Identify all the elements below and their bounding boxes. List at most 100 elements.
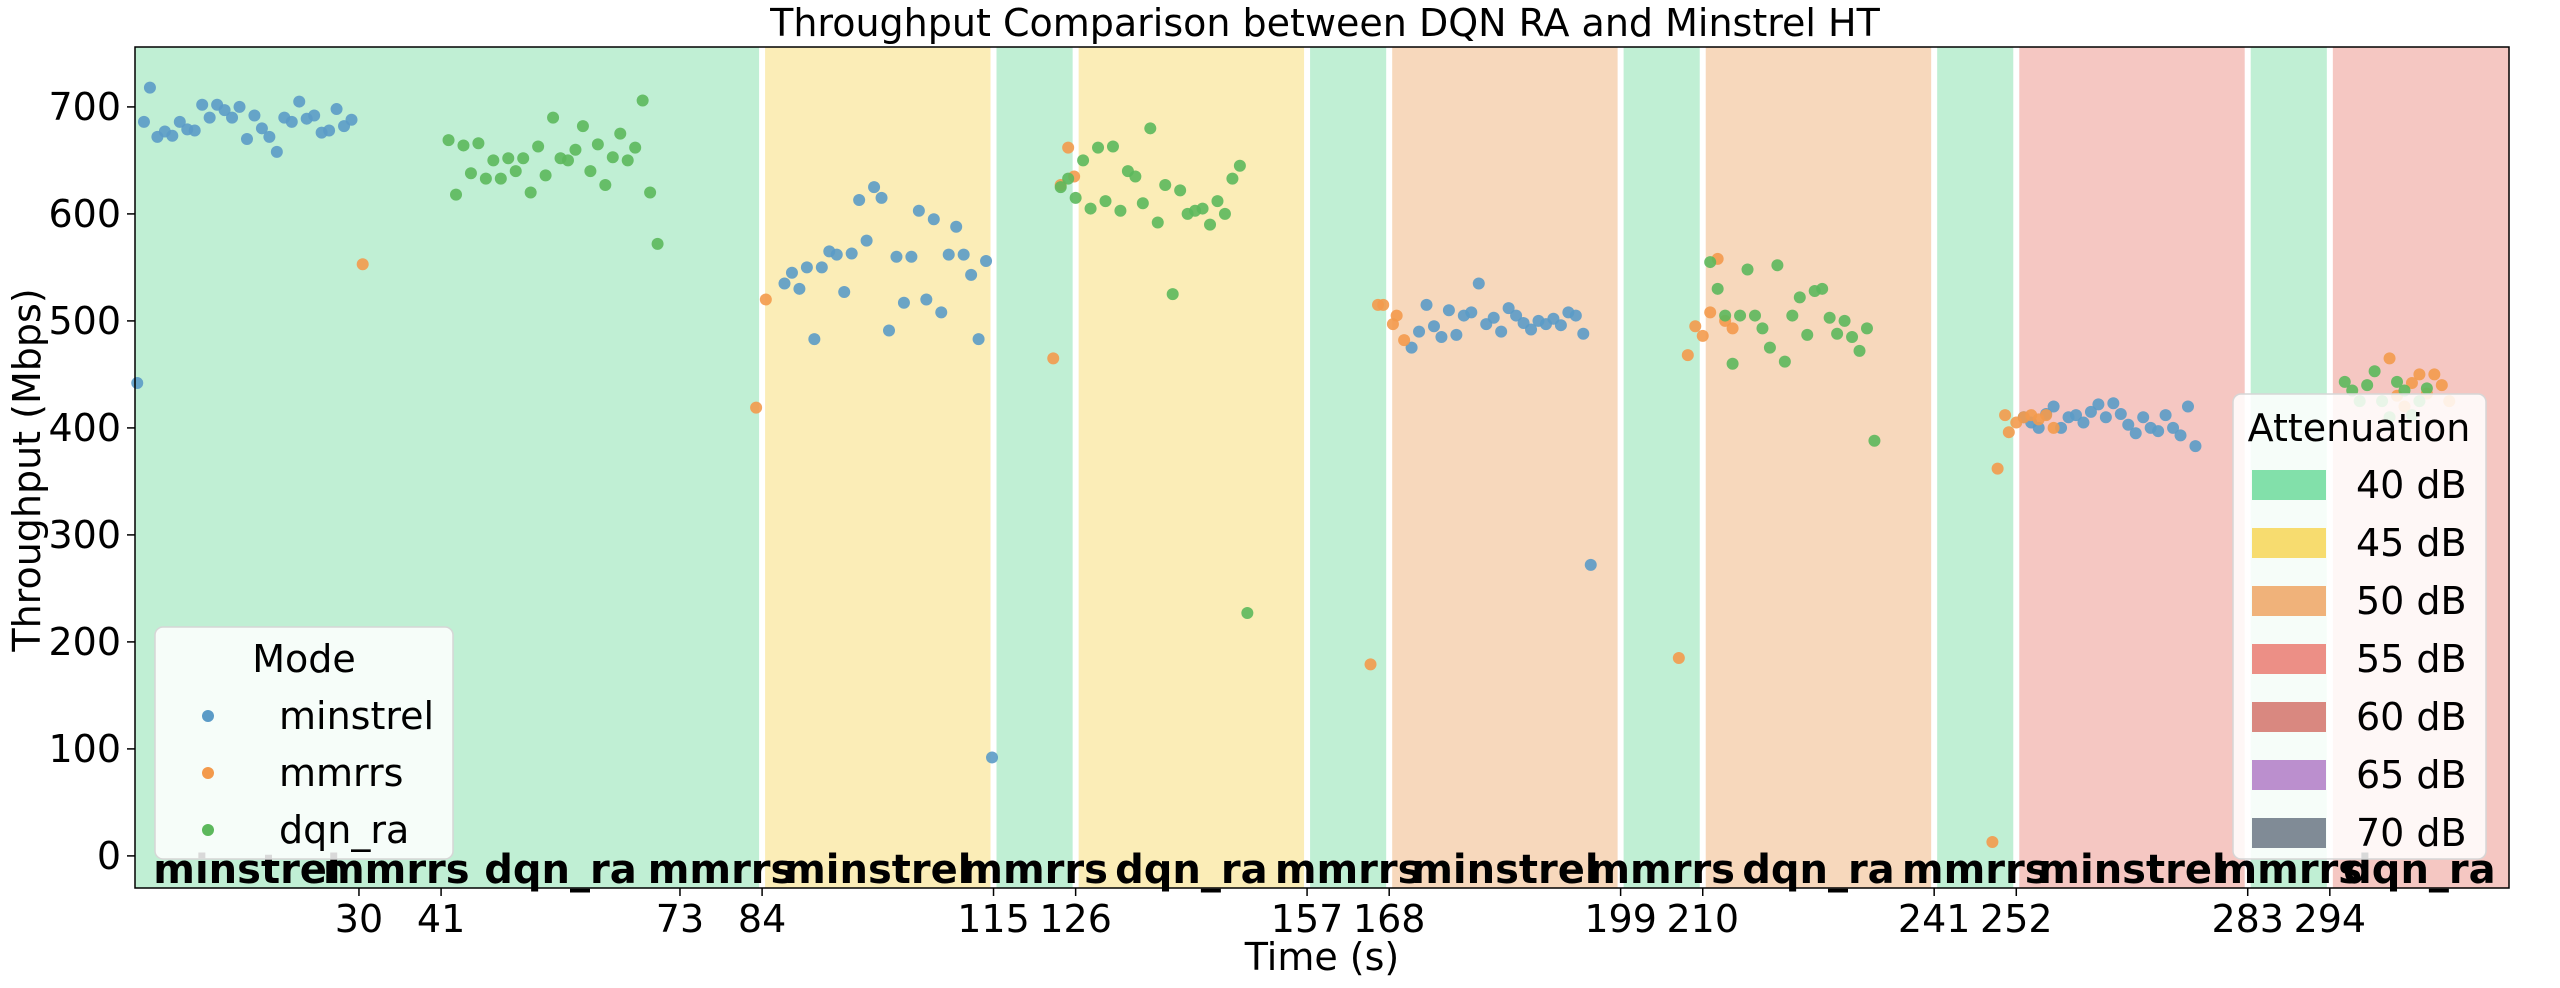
dqn_ra-point-12 bbox=[532, 140, 545, 153]
minstrel-point-54 bbox=[957, 248, 970, 261]
dqn_ra-point-22 bbox=[606, 151, 619, 164]
dqn_ra-point-68 bbox=[1801, 328, 1814, 341]
dqn_ra-point-74 bbox=[1846, 330, 1859, 343]
minstrel-point-61 bbox=[1420, 298, 1433, 311]
mode-label-2: dqn_ra bbox=[484, 847, 636, 893]
x-tick-label-30: 30 bbox=[335, 897, 383, 941]
minstrel-point-5 bbox=[166, 129, 179, 142]
x-tick-label-210: 210 bbox=[1666, 897, 1739, 941]
minstrel-point-68 bbox=[1472, 277, 1485, 290]
x-tick-label-73: 73 bbox=[656, 897, 704, 941]
y-tick-label-700: 700 bbox=[48, 85, 121, 129]
dqn_ra-point-0 bbox=[442, 134, 455, 147]
attenuation-band-6 bbox=[1620, 47, 1703, 888]
mmrrs-point-29 bbox=[2040, 409, 2053, 422]
dqn_ra-point-4 bbox=[472, 137, 485, 150]
minstrel-point-35 bbox=[815, 261, 828, 274]
minstrel-point-45 bbox=[890, 250, 903, 263]
mmrrs-point-24 bbox=[2002, 426, 2015, 439]
attenuation-band-5 bbox=[1389, 47, 1621, 888]
minstrel-point-1 bbox=[137, 115, 150, 128]
dqn_ra-point-60 bbox=[1741, 263, 1754, 276]
y-tick-label-600: 600 bbox=[48, 192, 121, 236]
minstrel-point-22 bbox=[293, 95, 306, 108]
minstrel-point-21 bbox=[285, 115, 298, 128]
dqn_ra-point-40 bbox=[1136, 197, 1149, 210]
mode-label-10: dqn_ra bbox=[1742, 847, 1894, 893]
y-tick-label-500: 500 bbox=[48, 299, 121, 343]
attenuation-legend-swatch-3 bbox=[2252, 644, 2326, 674]
minstrel-point-73 bbox=[1510, 309, 1523, 322]
attenuation-band-8 bbox=[1934, 47, 2017, 888]
data-points bbox=[131, 81, 2456, 848]
mmrrs-point-35 bbox=[2413, 368, 2426, 381]
minstrel-point-50 bbox=[927, 213, 940, 226]
minstrel-point-105 bbox=[2174, 429, 2187, 442]
dqn_ra-point-24 bbox=[621, 154, 634, 167]
y-axis: 0 100 200 300 400 500 600 700 bbox=[48, 85, 135, 878]
attenuation-band-9 bbox=[2016, 47, 2248, 888]
x-tick-label-157: 157 bbox=[1271, 897, 1344, 941]
mmrrs-point-23 bbox=[1999, 409, 2012, 422]
minstrel-point-102 bbox=[2152, 425, 2165, 438]
mode-legend-marker-minstrel bbox=[202, 710, 214, 722]
minstrel-point-91 bbox=[2070, 409, 2083, 422]
minstrel-point-97 bbox=[2114, 408, 2127, 421]
y-tick-label-0: 0 bbox=[97, 834, 121, 878]
minstrel-point-95 bbox=[2099, 411, 2112, 424]
minstrel-point-43 bbox=[875, 191, 888, 204]
minstrel-point-79 bbox=[1554, 319, 1567, 332]
dqn_ra-point-36 bbox=[1106, 140, 1119, 153]
dqn_ra-point-45 bbox=[1174, 184, 1187, 197]
minstrel-point-18 bbox=[263, 130, 276, 143]
mode-legend-marker-dqn_ra bbox=[202, 824, 214, 836]
minstrel-point-57 bbox=[980, 254, 993, 267]
minstrel-point-31 bbox=[785, 266, 798, 279]
minstrel-point-93 bbox=[2084, 405, 2097, 418]
minstrel-point-34 bbox=[808, 333, 821, 346]
minstrel-point-33 bbox=[800, 261, 813, 274]
minstrel-point-58 bbox=[986, 751, 999, 764]
dqn_ra-point-18 bbox=[576, 120, 589, 133]
x-tick-label-84: 84 bbox=[738, 897, 786, 941]
attenuation-band-1 bbox=[762, 47, 994, 888]
minstrel-point-38 bbox=[838, 286, 851, 299]
minstrel-point-44 bbox=[883, 324, 896, 337]
dqn_ra-point-65 bbox=[1778, 355, 1791, 368]
dqn_ra-point-63 bbox=[1763, 341, 1776, 354]
minstrel-point-82 bbox=[1577, 327, 1590, 340]
dqn_ra-point-76 bbox=[1860, 322, 1873, 335]
dqn_ra-point-21 bbox=[599, 179, 612, 192]
dqn_ra-point-5 bbox=[479, 172, 492, 185]
y-tick-label-100: 100 bbox=[48, 727, 121, 771]
x-tick-label-199: 199 bbox=[1584, 897, 1657, 941]
minstrel-point-29 bbox=[345, 113, 358, 126]
attenuation-legend-label-2: 50 dB bbox=[2356, 579, 2467, 623]
mmrrs-point-31 bbox=[2383, 352, 2396, 365]
minstrel-point-14 bbox=[233, 100, 246, 113]
mode-label-3: mmrrs bbox=[648, 847, 795, 893]
mode-label-9: mmrrs bbox=[1588, 847, 1735, 893]
mode-label-5: mmrrs bbox=[961, 847, 1108, 893]
attenuation-legend-swatch-1 bbox=[2252, 528, 2326, 558]
mmrrs-point-14 bbox=[1681, 349, 1694, 362]
mmrrs-point-5 bbox=[1062, 141, 1075, 154]
minstrel-point-81 bbox=[1569, 309, 1582, 322]
y-tick-label-300: 300 bbox=[48, 513, 121, 557]
minstrel-point-51 bbox=[935, 306, 948, 319]
minstrel-point-60 bbox=[1413, 325, 1426, 338]
minstrel-point-40 bbox=[853, 194, 866, 207]
x-tick-label-168: 168 bbox=[1353, 897, 1426, 941]
dqn_ra-point-31 bbox=[1069, 191, 1082, 204]
minstrel-point-88 bbox=[2047, 400, 2060, 413]
dqn_ra-point-62 bbox=[1756, 322, 1769, 335]
x-axis-label: Time (s) bbox=[1244, 935, 1400, 979]
mmrrs-point-17 bbox=[1704, 306, 1717, 319]
minstrel-point-37 bbox=[830, 248, 843, 261]
dqn_ra-point-23 bbox=[614, 127, 627, 140]
dqn_ra-point-50 bbox=[1211, 195, 1224, 208]
minstrel-point-0 bbox=[131, 376, 144, 389]
minstrel-point-12 bbox=[218, 104, 231, 117]
mmrrs-point-2 bbox=[759, 293, 772, 306]
